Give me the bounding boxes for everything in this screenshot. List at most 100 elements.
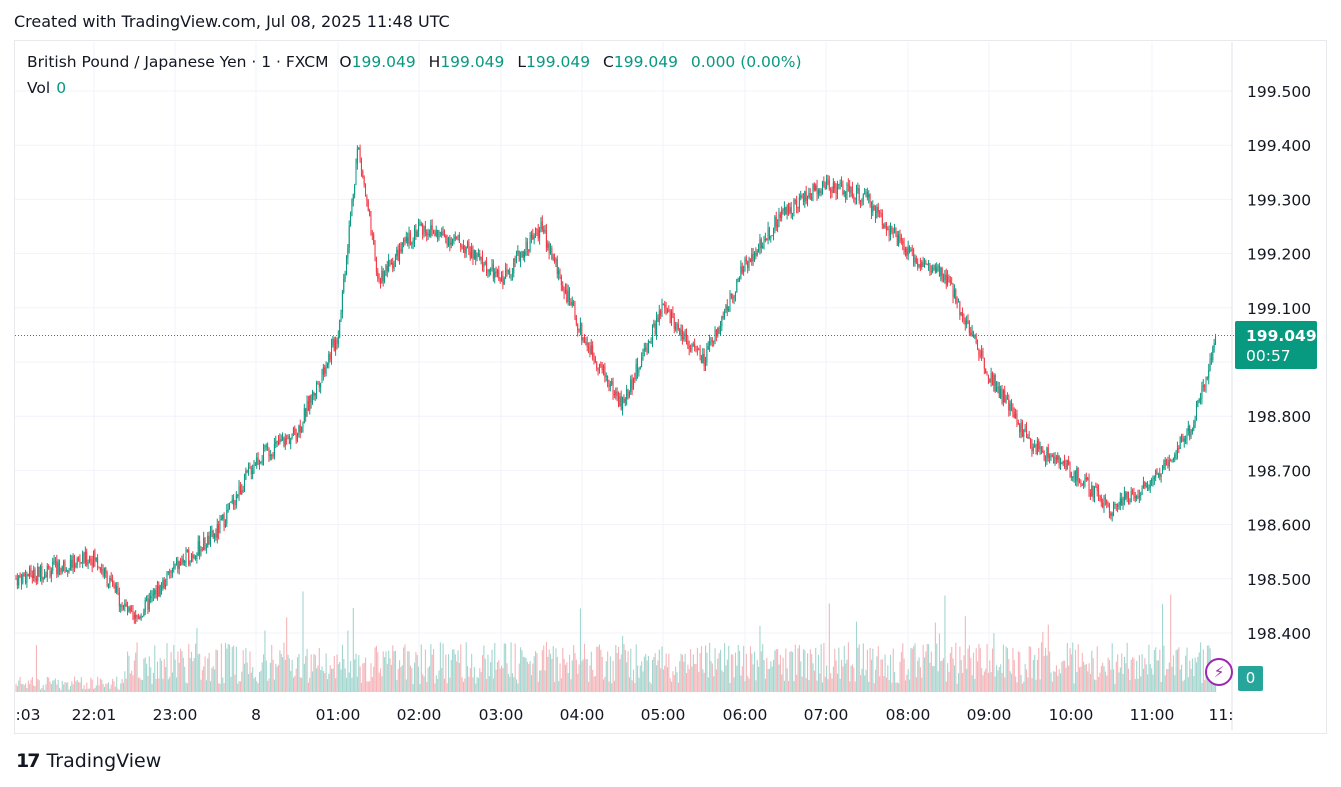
volume-bar [188,644,190,692]
volume-bar [412,683,414,692]
candle-body [1087,478,1089,480]
candle-body [283,437,285,446]
volume-bar [968,645,970,692]
volume-label[interactable]: Vol [27,79,51,97]
volume-bar [1005,646,1007,692]
volume-bar [294,675,296,692]
candle-body [197,541,199,556]
candle-body [802,198,804,202]
volume-bar [639,665,641,692]
candle-body [181,559,183,565]
candle-body [811,197,813,199]
volume-bar [1103,666,1105,692]
volume-bar [650,683,652,692]
candle-body [1047,447,1049,458]
candle-body [63,561,65,566]
volume-bar [495,669,497,692]
volume-bar [458,662,460,692]
volume-bar [1023,681,1025,692]
volume-bar [439,642,441,692]
volume-bar [1016,682,1018,692]
volume-bar [1111,643,1113,692]
volume-bar [713,676,715,692]
volume-legend: Vol 0 [27,79,66,97]
candle-body [1013,412,1015,419]
candle-body [252,470,254,475]
volume-bar [990,672,992,692]
candle-body [72,555,74,568]
candle-body [1005,397,1007,403]
candle-body [1030,437,1032,443]
volume-bar [226,648,228,692]
volume-bar [68,689,70,692]
candle-body [335,340,337,351]
candle-body [295,435,297,441]
candle-body [740,266,742,279]
candle-body [331,345,333,360]
candle-body [238,485,240,496]
volume-bar [63,684,65,692]
volume-bar [832,666,834,692]
candle-body [230,501,232,503]
candle-body [220,519,222,521]
volume-bar [1164,675,1166,692]
candle-body [947,276,949,285]
volume-bar [877,646,879,692]
volume-bar [269,663,271,692]
candle-body [1064,460,1066,466]
candle-body [805,191,807,202]
candle-body [483,264,485,267]
candle-body [831,192,833,194]
candle-body [26,574,28,583]
candle-body [677,324,679,330]
volume-bar [1155,647,1157,692]
volume-bar [325,653,327,692]
candle-body [165,584,167,588]
candle-body [439,232,441,234]
candle-body [316,383,318,394]
candle-body [1000,388,1002,398]
volume-bar [253,678,255,692]
candle-body [307,400,309,411]
volume-bar [839,678,841,692]
candle-body [763,239,765,247]
volume-bar [1088,663,1090,692]
symbol-name[interactable]: British Pound / Japanese Yen · 1 · FXCM [27,53,329,71]
candle-body [552,257,554,259]
volume-bar [48,677,50,692]
volume-bar [680,653,682,692]
lightning-alert-icon[interactable]: ⚡ [1205,658,1233,686]
candle-body [351,200,353,216]
candle-body [128,607,130,612]
volume-bar [467,666,469,692]
volume-bar [842,666,844,692]
candle-body [31,575,33,578]
candle-body [374,243,376,258]
volume-bar [868,681,870,692]
candle-body [132,611,134,616]
volume-bar [510,642,512,692]
candle-body [456,236,458,238]
volume-bar [246,662,248,692]
volume-bar [94,687,96,692]
candle-body [442,230,444,236]
candle-body [906,248,908,256]
volume-bar [515,679,518,692]
candle-body [42,578,44,580]
volume-bar [1093,679,1096,692]
candle-body [715,330,717,336]
candle-body [554,257,556,262]
candle-body [529,237,531,252]
volume-bar [1126,642,1128,692]
volume-bar [740,675,742,692]
candle-body [457,235,459,238]
candle-body [917,262,919,267]
volume-bar [909,679,911,692]
volume-bar [371,677,373,692]
volume-bar [1000,664,1002,692]
candle-body [481,256,483,267]
candle-body [679,329,681,336]
candle-body [152,594,154,596]
volume-bar [506,663,508,692]
